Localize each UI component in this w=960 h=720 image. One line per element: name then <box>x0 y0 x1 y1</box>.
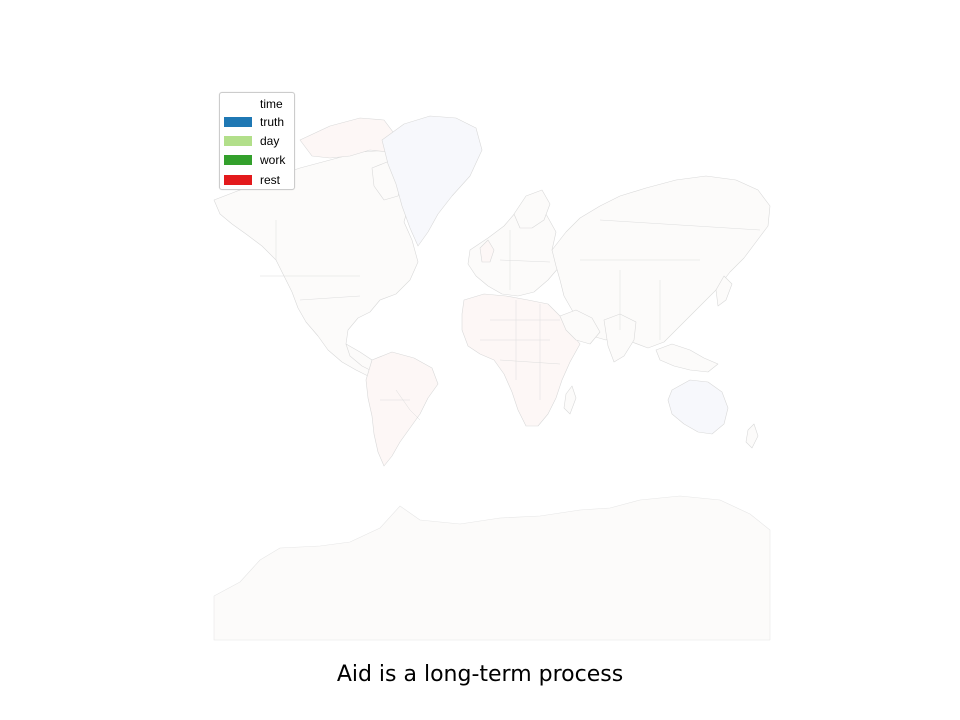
new-zealand <box>745 423 759 449</box>
japan <box>715 275 733 307</box>
map-legend: time truth day work rest <box>219 92 295 190</box>
legend-swatch-rest <box>224 175 252 185</box>
madagascar <box>563 385 577 415</box>
map-caption: Aid is a long-term process <box>336 662 624 687</box>
legend-item-truth: truth <box>224 115 294 131</box>
legend-label-rest: rest <box>260 173 281 187</box>
legend-label-work: work <box>260 153 286 167</box>
greenland <box>381 115 483 247</box>
india <box>603 313 637 363</box>
legend-swatch-truth <box>224 117 252 127</box>
scandinavia <box>513 189 551 229</box>
antarctica <box>213 495 771 641</box>
south-america <box>365 351 439 467</box>
africa <box>461 293 581 427</box>
british-isles <box>479 239 495 263</box>
arabian-peninsula <box>559 309 601 345</box>
legend-swatch-work <box>224 155 252 165</box>
legend-swatch-day <box>224 136 252 146</box>
australia <box>667 379 729 435</box>
legend-title: time <box>260 97 283 111</box>
legend-item-day: day <box>224 134 294 150</box>
legend-label-day: day <box>260 134 280 148</box>
southeast-asia <box>655 343 719 373</box>
legend-item-rest: rest <box>224 173 294 189</box>
legend-item-work: work <box>224 153 294 169</box>
legend-label-truth: truth <box>260 115 285 129</box>
country-borders <box>260 219 761 421</box>
